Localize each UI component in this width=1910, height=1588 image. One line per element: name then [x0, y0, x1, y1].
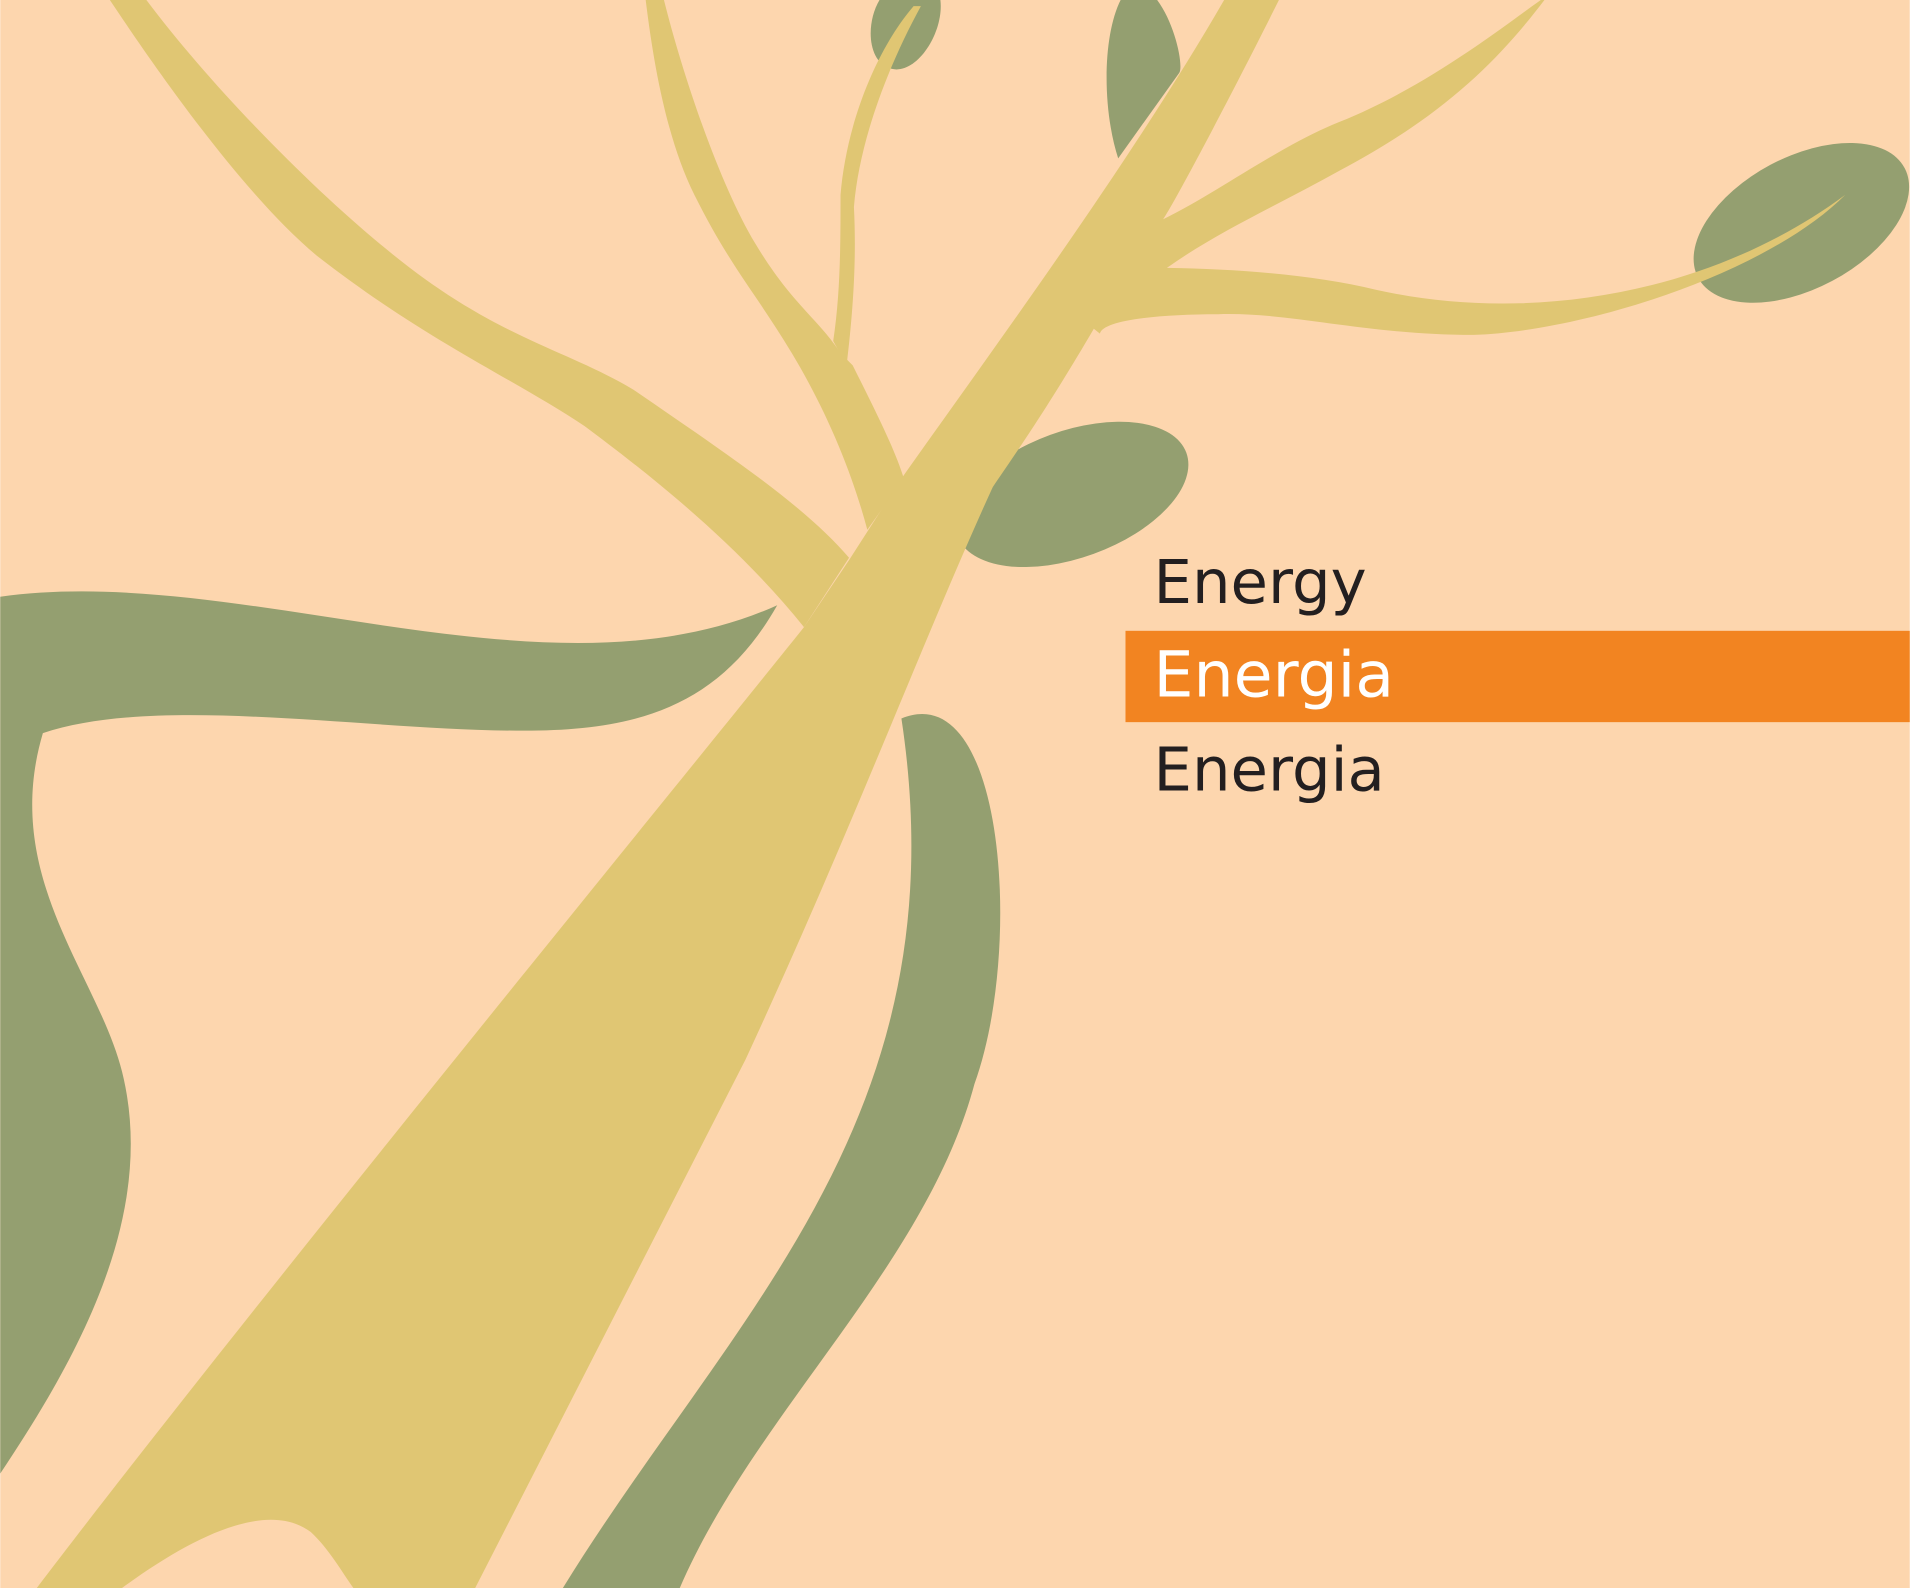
leaf	[1106, 0, 1181, 159]
trunk	[36, 0, 1846, 1588]
leaf-curve	[562, 714, 1001, 1588]
label-highlighted: Energia	[1154, 638, 1395, 712]
leaf-band	[0, 591, 778, 1474]
twig	[833, 6, 921, 366]
leaf	[955, 421, 1189, 568]
highlight-bar	[1125, 630, 1910, 723]
bump	[122, 1519, 354, 1588]
label: Energy	[1154, 547, 1367, 618]
label: Energia	[1154, 734, 1385, 805]
leaf	[1693, 142, 1910, 303]
branch	[109, 0, 850, 628]
branch	[645, 0, 904, 530]
